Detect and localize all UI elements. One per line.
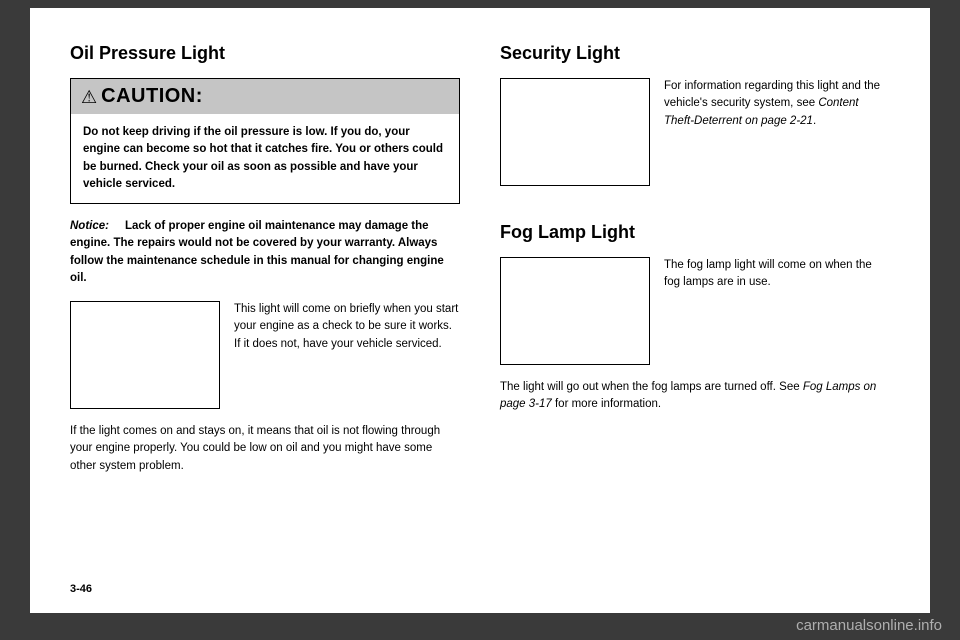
security-figure-row: For information regarding this light and… <box>500 78 890 186</box>
warning-triangle-icon: ⚠ <box>81 88 97 106</box>
caution-header: ⚠ CAUTION: <box>71 79 459 114</box>
notice-paragraph: Notice: Lack of proper engine oil mainte… <box>70 218 460 287</box>
security-side-text: For information regarding this light and… <box>664 78 890 186</box>
notice-label: Notice: <box>70 220 109 232</box>
manual-page: Oil Pressure Light ⚠ CAUTION: Do not kee… <box>30 8 930 613</box>
notice-text: Lack of proper engine oil maintenance ma… <box>70 220 444 284</box>
fog-bottom-a: The light will go out when the fog lamps… <box>500 381 803 393</box>
right-column: Security Light For information regarding… <box>500 43 890 563</box>
security-text-b: . <box>813 115 816 127</box>
fog-heading: Fog Lamp Light <box>500 222 890 243</box>
fog-side-text: The fog lamp light will come on when the… <box>664 257 890 365</box>
oil-bottom-paragraph: If the light comes on and stays on, it m… <box>70 423 460 475</box>
caution-box: ⚠ CAUTION: Do not keep driving if the oi… <box>70 78 460 204</box>
oil-light-figure-row: This light will come on briefly when you… <box>70 301 460 409</box>
notice-spacer <box>112 220 122 232</box>
fog-bottom-b: for more information. <box>552 398 661 410</box>
oil-light-image-placeholder <box>70 301 220 409</box>
security-section: Security Light For information regarding… <box>500 43 890 200</box>
caution-body-text: Do not keep driving if the oil pressure … <box>71 114 459 203</box>
security-heading: Security Light <box>500 43 890 64</box>
watermark-text: carmanualsonline.info <box>796 617 942 634</box>
page-number: 3-46 <box>70 583 92 595</box>
left-column: Oil Pressure Light ⚠ CAUTION: Do not kee… <box>70 43 460 563</box>
security-image-placeholder <box>500 78 650 186</box>
oil-light-side-text: This light will come on briefly when you… <box>234 301 460 409</box>
fog-bottom-paragraph: The light will go out when the fog lamps… <box>500 379 890 414</box>
fog-figure-row: The fog lamp light will come on when the… <box>500 257 890 365</box>
fog-section: Fog Lamp Light The fog lamp light will c… <box>500 222 890 428</box>
two-column-layout: Oil Pressure Light ⚠ CAUTION: Do not kee… <box>70 43 890 563</box>
caution-label: CAUTION: <box>101 85 203 108</box>
fog-image-placeholder <box>500 257 650 365</box>
oil-pressure-heading: Oil Pressure Light <box>70 43 460 64</box>
